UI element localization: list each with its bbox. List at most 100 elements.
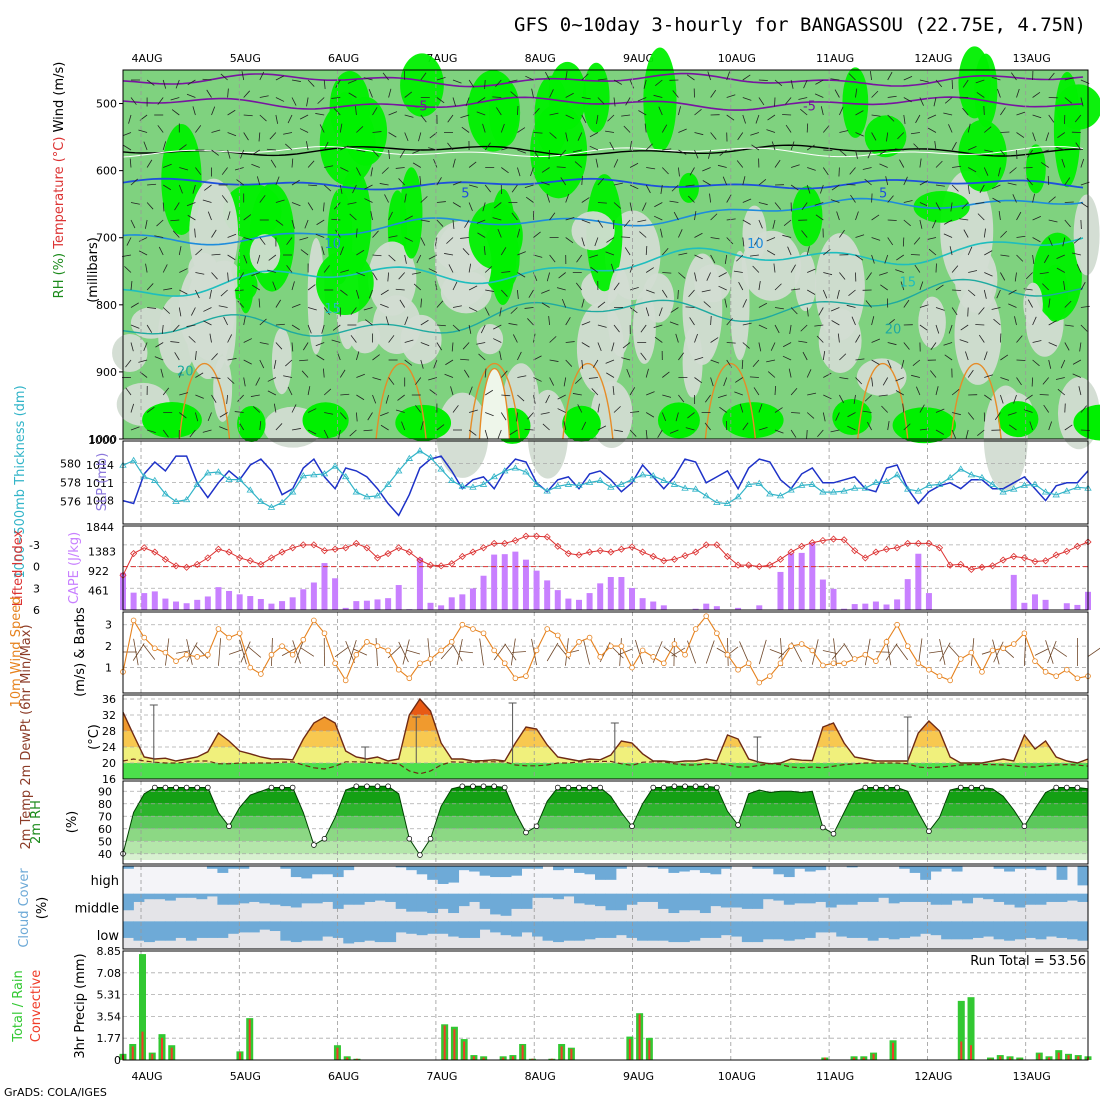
wind-barb	[831, 184, 840, 191]
wind-barb	[903, 97, 912, 103]
barbs-ylabel: (m/s) & Barbs	[73, 607, 88, 697]
wind-barb	[160, 368, 164, 378]
cloud-bar	[1056, 893, 1068, 902]
cloud-bar	[311, 921, 323, 941]
cape-bar	[226, 590, 233, 610]
wind-barb	[645, 143, 653, 151]
wind-barb	[994, 412, 1001, 421]
cloud-bar	[1014, 893, 1026, 908]
cloud-bar	[930, 866, 942, 872]
lifted-index-point	[861, 554, 869, 562]
wind-barb	[143, 141, 148, 151]
cloud-bar	[123, 893, 134, 911]
wind-barb	[339, 369, 346, 378]
wind-barb	[267, 377, 277, 382]
wind-barb	[272, 281, 277, 291]
cape-bar	[565, 598, 572, 610]
wind-barb	[726, 114, 735, 121]
wind-barb	[610, 263, 615, 273]
wind-barb	[447, 142, 454, 151]
wind-barb	[492, 217, 502, 221]
wind-barb	[163, 288, 173, 291]
wind-barb	[594, 237, 599, 247]
wind-barb	[497, 229, 502, 238]
contour-label: 15	[324, 302, 341, 317]
wind-barb	[323, 388, 332, 396]
wind-barb	[259, 195, 266, 203]
rh-moist-patch	[337, 169, 372, 275]
surface-wind-barb	[132, 643, 145, 661]
wind-barb	[138, 129, 148, 133]
wind-speed-point	[364, 639, 370, 645]
wind-barb	[678, 128, 687, 133]
wind-barb	[428, 377, 438, 381]
thickness-point	[373, 492, 382, 499]
wind-barb	[782, 355, 792, 361]
surface-wind-barb	[186, 639, 193, 665]
cloud-bar	[437, 921, 449, 934]
wind-barb	[814, 324, 824, 327]
lifted-index-point	[713, 541, 721, 549]
thickness-point	[554, 482, 562, 489]
thickness-point	[649, 472, 657, 479]
cloud-bar	[668, 866, 680, 873]
thickness-point	[257, 497, 265, 505]
wind-speed-point	[777, 660, 784, 667]
wind-barb	[968, 167, 977, 173]
wind-barb	[871, 90, 879, 98]
wind-barb	[565, 341, 575, 343]
wind-barb	[839, 394, 844, 404]
wind-barb	[977, 213, 985, 221]
wind-barb	[546, 272, 550, 282]
surface-wind-barb	[671, 647, 686, 657]
cloud-bar	[941, 893, 953, 905]
cloud-bar	[154, 921, 166, 941]
thickness-point	[1073, 483, 1082, 490]
wind-barb	[686, 74, 695, 81]
ylabel-part: Wind (m/s)	[52, 62, 67, 133]
wind-barb	[589, 132, 599, 138]
wind-barb	[356, 289, 360, 299]
wind-barb	[758, 324, 768, 330]
wind-barb	[774, 307, 784, 310]
precip-convective-bar	[1048, 1057, 1051, 1060]
precip-conv-label: Convective	[29, 970, 44, 1043]
lifted-index-point	[628, 543, 636, 551]
thickness-point	[501, 467, 509, 474]
wind-barb	[758, 202, 768, 206]
wind-barb	[275, 199, 285, 203]
wind-barb	[574, 161, 583, 168]
cloud-bar	[185, 893, 197, 898]
wind-barb	[736, 160, 744, 168]
wind-barb	[385, 316, 389, 326]
wind-barb	[952, 165, 962, 168]
wind-barb	[800, 324, 808, 332]
cloud-bar	[668, 921, 680, 943]
wind-barb	[726, 94, 736, 98]
wind-barb	[977, 429, 985, 436]
cape-bar	[713, 606, 720, 610]
wind-barb	[846, 304, 856, 308]
cloud-bar	[479, 921, 491, 930]
wind-barb	[307, 160, 315, 168]
cloud-bar	[699, 921, 711, 938]
wind-barb	[887, 342, 897, 346]
slp-ylabel: SLP (mb)	[95, 453, 110, 512]
rh-point	[480, 783, 487, 789]
cape-bar	[363, 600, 370, 610]
date-label-bottom: 8AUG	[525, 1070, 556, 1083]
lifted-index-point	[575, 551, 583, 559]
date-label-bottom: 11AUG	[816, 1070, 854, 1083]
wind-barb	[146, 429, 156, 434]
wind-barb	[484, 429, 489, 439]
wind-barb	[549, 112, 559, 116]
rh-point	[459, 783, 466, 789]
wind-barb	[1073, 237, 1082, 244]
wind-speed-point	[661, 660, 667, 667]
wind-barb	[307, 429, 317, 435]
wind-barb	[703, 301, 711, 308]
wind-barb	[678, 252, 688, 256]
cloud-bar	[731, 921, 743, 937]
rh-moist-patch	[974, 53, 998, 128]
lifted-index-point	[151, 548, 159, 556]
